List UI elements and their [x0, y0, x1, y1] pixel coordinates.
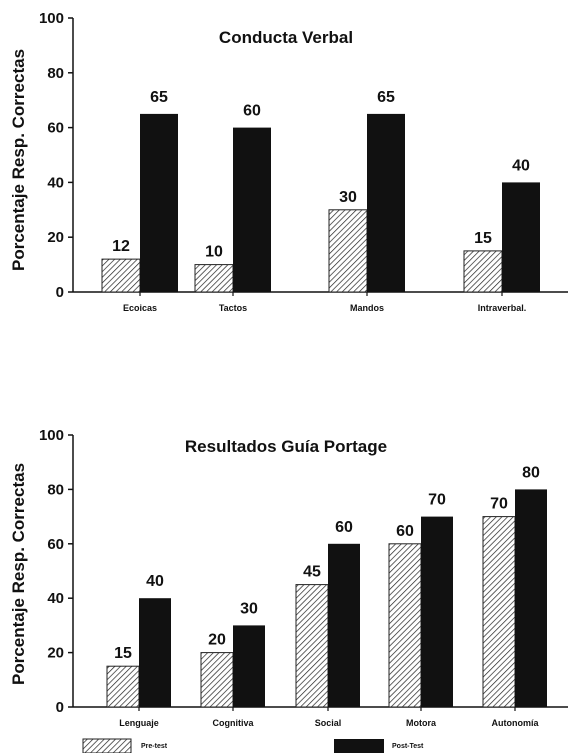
- x-tick-label: Mandos: [350, 303, 384, 313]
- y-tick-label: 0: [56, 699, 64, 716]
- data-label-post-test: 80: [522, 464, 540, 481]
- x-tick-label: Autonomía: [492, 718, 540, 728]
- bar-pre-test: [463, 250, 503, 293]
- bar-pre-test: [106, 665, 140, 708]
- y-tick-label: 60: [47, 120, 64, 137]
- data-label-post-test: 65: [150, 89, 168, 106]
- bar-pre-test: [200, 652, 234, 708]
- data-label-pre-test: 10: [205, 244, 223, 261]
- chart-2: Resultados Guía Portage Porcentaje Resp.…: [9, 427, 568, 728]
- legend-label-pre-test: Pre-test: [141, 743, 168, 750]
- legend-swatch-pre-test: [82, 738, 132, 753]
- legend-swatch-post-test: [334, 739, 384, 753]
- x-tick-label: Motora: [406, 718, 437, 728]
- bar-post-test: [502, 182, 540, 292]
- bar-post-test: [328, 543, 360, 707]
- chart-2-y-axis-label: Porcentaje Resp. Correctas: [9, 463, 28, 685]
- chart-1-bars: 12 65 10 60 30 65 15 40: [101, 89, 540, 293]
- bar-post-test: [233, 625, 265, 707]
- x-tick-label: Social: [315, 718, 342, 728]
- data-label-pre-test: 45: [303, 564, 321, 581]
- y-tick-label: 100: [39, 10, 64, 27]
- y-tick-label: 40: [47, 174, 64, 191]
- y-tick-label: 40: [47, 590, 64, 607]
- x-tick-label: Tactos: [219, 303, 247, 313]
- y-tick-label: 0: [56, 284, 64, 301]
- bar-post-test: [233, 127, 271, 292]
- y-tick-label: 20: [47, 645, 64, 662]
- chart-2-bars: 15 40 20 30 45 60 60 70 70 80: [106, 464, 547, 708]
- x-tick-label: Ecoicas: [123, 303, 157, 313]
- data-label-post-test: 60: [335, 519, 353, 536]
- bar-pre-test: [388, 543, 422, 708]
- data-label-post-test: 40: [512, 157, 530, 174]
- data-label-pre-test: 12: [112, 238, 130, 255]
- data-label-pre-test: 70: [490, 496, 508, 513]
- x-tick-label: Cognitiva: [212, 718, 254, 728]
- data-label-pre-test: 20: [208, 632, 226, 649]
- bar-pre-test: [194, 264, 234, 293]
- y-tick-label: 60: [47, 536, 64, 553]
- bar-pre-test: [295, 584, 329, 708]
- data-label-post-test: 70: [428, 492, 446, 509]
- bar-post-test: [139, 598, 171, 707]
- data-label-post-test: 40: [146, 573, 164, 590]
- chart-2-title: Resultados Guía Portage: [185, 437, 387, 456]
- data-label-post-test: 30: [240, 600, 258, 617]
- data-label-post-test: 60: [243, 103, 261, 120]
- bar-pre-test: [328, 209, 368, 293]
- data-label-pre-test: 60: [396, 523, 414, 540]
- chart-1: Conducta Verbal Porcentaje Resp. Correct…: [9, 10, 568, 313]
- data-label-post-test: 65: [377, 89, 395, 106]
- data-label-pre-test: 15: [474, 230, 492, 247]
- y-tick-label: 20: [47, 229, 64, 246]
- bar-post-test: [367, 113, 405, 293]
- chart-1-y-axis-label: Porcentaje Resp. Correctas: [9, 49, 28, 271]
- data-label-pre-test: 30: [339, 189, 357, 206]
- y-tick-label: 80: [47, 481, 64, 498]
- bar-pre-test: [482, 516, 516, 708]
- x-tick-label: Lenguaje: [119, 718, 159, 728]
- y-tick-label: 100: [39, 427, 64, 444]
- legend: Pre-test Post-Test: [82, 738, 424, 753]
- bar-pre-test: [101, 258, 141, 293]
- bar-post-test: [515, 489, 547, 707]
- bar-post-test: [140, 113, 178, 293]
- legend-label-post-test: Post-Test: [392, 743, 424, 750]
- data-label-pre-test: 15: [114, 645, 132, 662]
- y-tick-label: 80: [47, 65, 64, 82]
- chart-1-title: Conducta Verbal: [219, 28, 353, 47]
- bar-post-test: [421, 516, 453, 707]
- x-tick-label: Intraverbal.: [478, 303, 527, 313]
